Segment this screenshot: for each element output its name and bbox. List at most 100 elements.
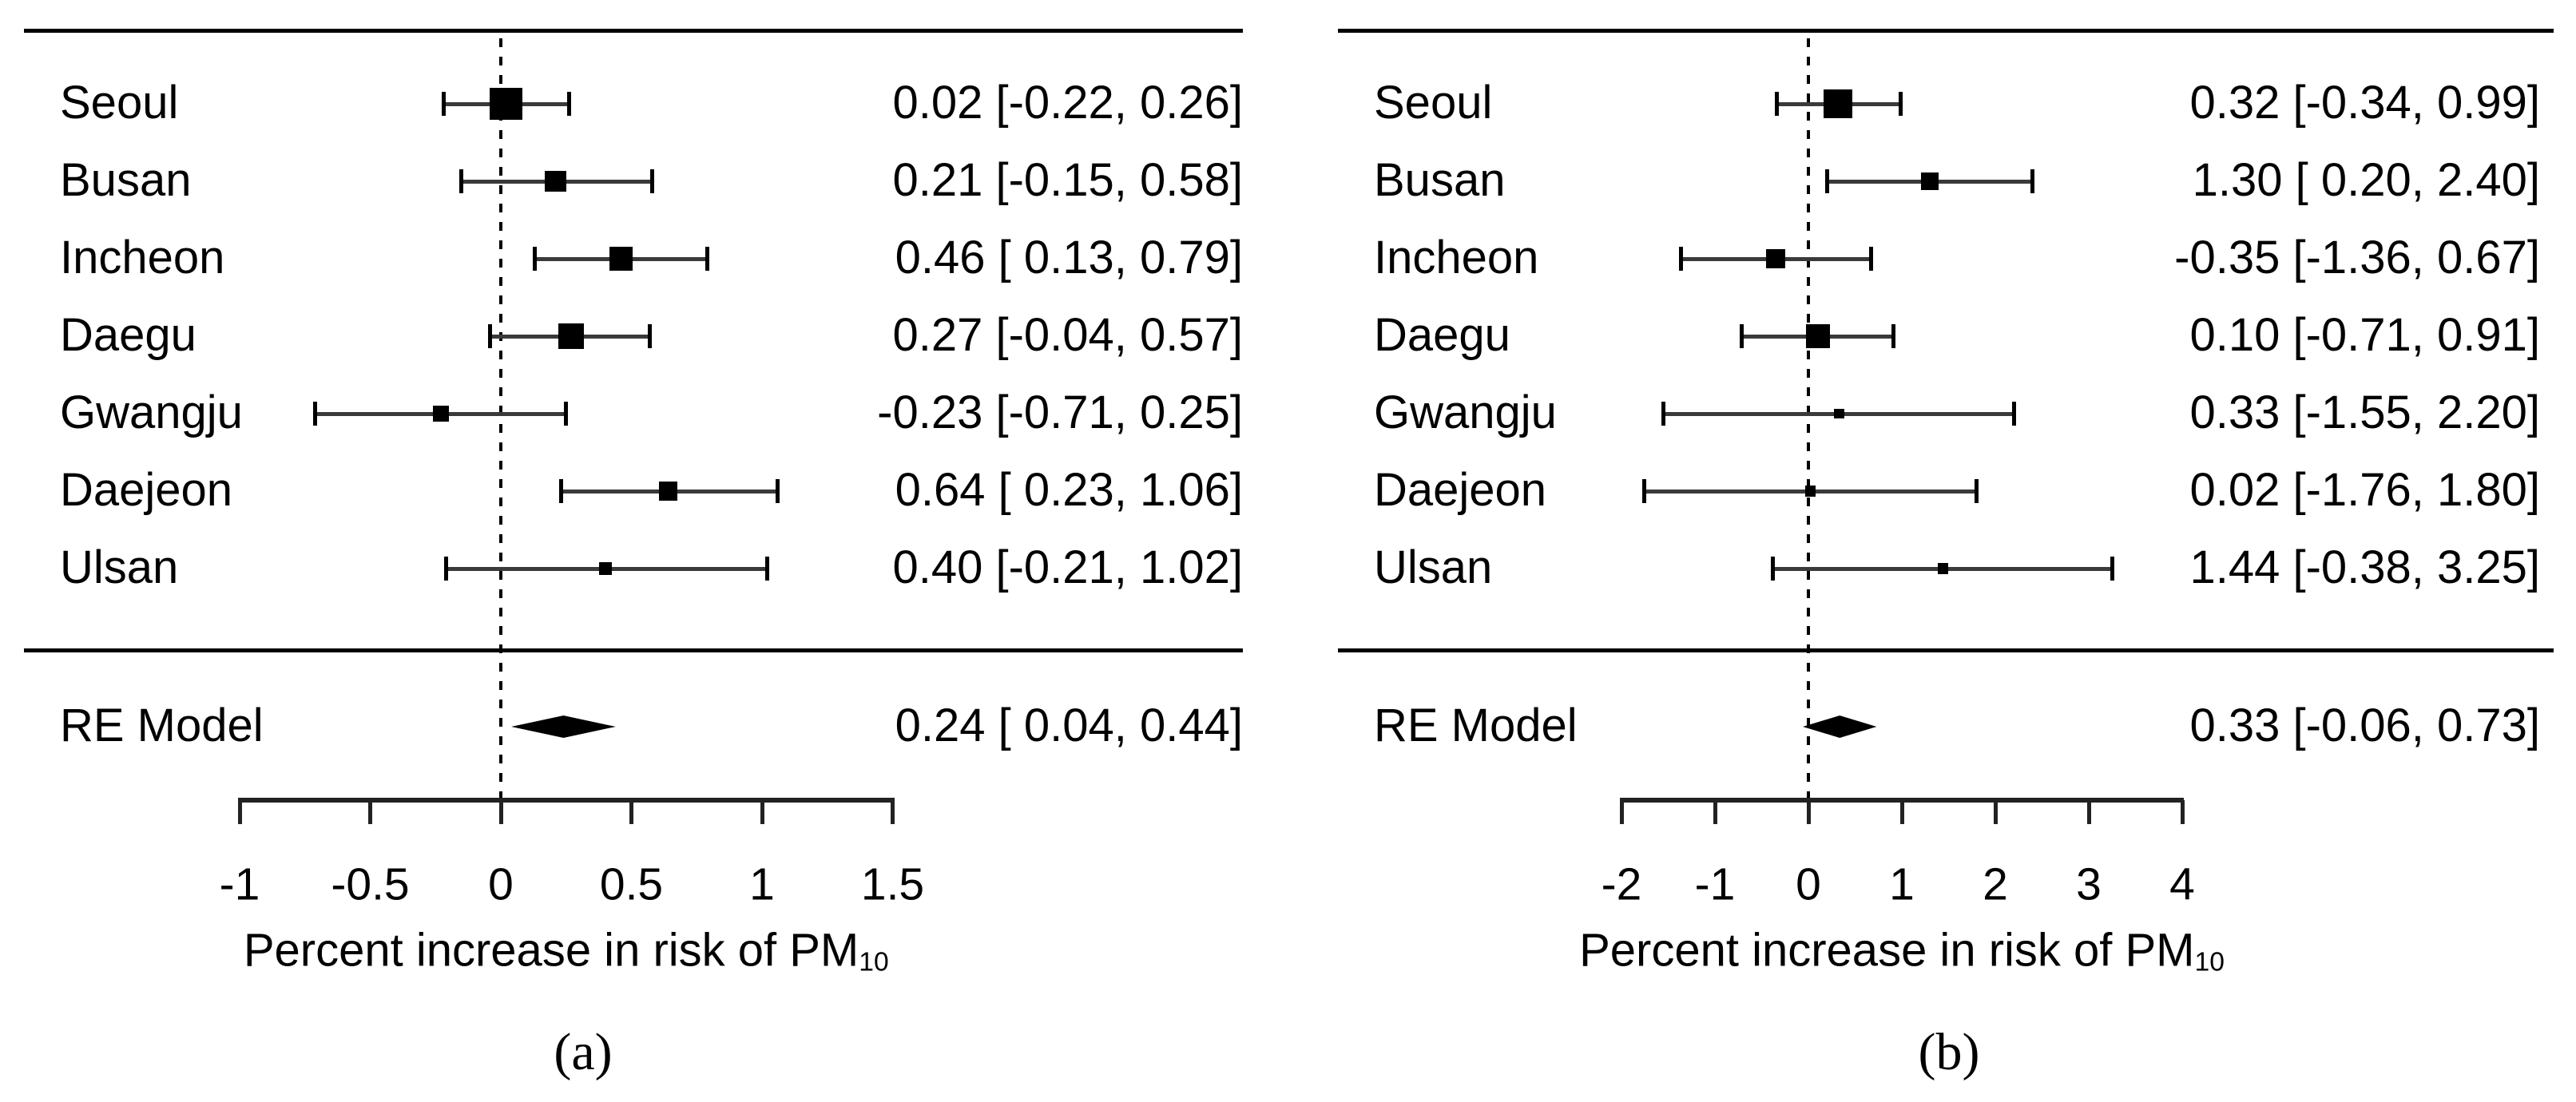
ci-cap-left	[1824, 169, 1829, 193]
ci-cap-left	[1641, 479, 1646, 503]
estimate-text: 0.40 [-0.21, 1.02]	[892, 541, 1243, 593]
x-axis-line	[238, 798, 895, 803]
estimate-square	[658, 482, 678, 501]
summary-diamond	[1802, 716, 1877, 738]
estimate-square	[1834, 408, 1844, 419]
x-axis-tick-label: 3	[2076, 858, 2102, 910]
estimate-square	[1766, 249, 1785, 268]
study-label: Ulsan	[60, 541, 179, 593]
study-label: Incheon	[60, 231, 225, 283]
ci-cap-right	[1975, 479, 1979, 503]
x-axis-tick	[891, 800, 895, 824]
panel-top-rule	[1338, 28, 2554, 33]
estimate-text: 0.10 [-0.71, 0.91]	[2189, 308, 2540, 361]
estimate-square	[1824, 89, 1853, 119]
study-label: Busan	[60, 153, 192, 206]
x-axis-tick	[1619, 800, 1624, 824]
x-axis-tick	[760, 800, 764, 824]
ci-cap-left	[533, 247, 537, 271]
estimate-text: 0.64 [ 0.23, 1.06]	[895, 463, 1243, 516]
summary-estimate-text: 0.24 [ 0.04, 0.44]	[895, 699, 1243, 751]
estimate-text: 0.33 [-1.55, 2.20]	[2189, 386, 2540, 438]
ci-cap-right	[776, 479, 780, 503]
ci-cap-right	[765, 557, 770, 581]
x-axis-tick-label: 4	[2169, 858, 2195, 910]
study-label: Seoul	[60, 76, 179, 129]
ci-cap-right	[1899, 92, 1903, 116]
x-axis-tick-label: -0.5	[331, 858, 410, 910]
study-label: Daegu	[60, 308, 196, 361]
study-label: Seoul	[1374, 76, 1493, 129]
estimate-square	[1937, 563, 1949, 574]
ci-cap-left	[1661, 402, 1666, 426]
x-axis-tick	[2180, 800, 2185, 824]
pm10-subscript: 10	[2194, 947, 2225, 977]
panel-caption: (a)	[554, 1023, 613, 1081]
panel-top-rule	[24, 28, 1243, 33]
x-axis-tick	[1993, 800, 1998, 824]
x-axis-tick	[368, 800, 372, 824]
estimate-text: 0.32 [-0.34, 0.99]	[2189, 76, 2540, 129]
summary-divider-rule	[1338, 648, 2554, 652]
summary-divider-rule	[24, 648, 1243, 652]
x-axis-tick-label: -2	[1601, 858, 1642, 910]
pm10-subscript: 10	[859, 947, 889, 977]
x-axis-tick-label: 1.5	[860, 858, 925, 910]
x-axis-tick-label: -1	[1694, 858, 1736, 910]
ci-cap-right	[2030, 169, 2035, 193]
summary-estimate-text: 0.33 [-0.06, 0.73]	[2189, 699, 2540, 751]
estimate-square	[432, 405, 449, 422]
estimate-text: 1.44 [-0.38, 3.25]	[2189, 541, 2540, 593]
zero-reference-dotted-line	[1807, 38, 1810, 800]
ci-cap-left	[1679, 247, 1684, 271]
x-axis-label: Percent increase in risk of PM10	[1579, 927, 2225, 977]
x-axis-tick-label: 0.5	[599, 858, 664, 910]
study-label: Daejeon	[1374, 463, 1547, 516]
x-axis-tick	[1713, 800, 1717, 824]
ci-cap-right	[2110, 557, 2114, 581]
x-axis-tick	[498, 800, 503, 824]
x-axis-tick	[237, 800, 242, 824]
x-axis-tick-label: 2	[1983, 858, 2008, 910]
estimate-text: 0.02 [-1.76, 1.80]	[2189, 463, 2540, 516]
x-axis-tick	[1899, 800, 1904, 824]
estimate-text: 0.21 [-0.15, 0.58]	[892, 153, 1243, 206]
estimate-square	[609, 247, 633, 271]
panel-caption: (b)	[1918, 1023, 1980, 1081]
study-label: Daegu	[1374, 308, 1510, 361]
x-axis-tick-label: -1	[219, 858, 260, 910]
ci-cap-left	[441, 92, 446, 116]
ci-cap-right	[564, 402, 569, 426]
estimate-text: 0.02 [-0.22, 0.26]	[892, 76, 1243, 129]
ci-cap-right	[1868, 247, 1873, 271]
estimate-text: -0.23 [-0.71, 0.25]	[877, 386, 1243, 438]
x-axis-label: Percent increase in risk of PM10	[243, 924, 889, 977]
x-axis-tick	[629, 800, 633, 824]
x-axis-label-text: Percent increase in risk of PM	[243, 924, 859, 977]
ci-cap-left	[488, 324, 493, 348]
x-axis-tick-label: 1	[1889, 858, 1915, 910]
estimate-square	[1805, 324, 1830, 348]
ci-cap-left	[1740, 324, 1744, 348]
estimate-text: 0.27 [-0.04, 0.57]	[892, 308, 1243, 361]
estimate-square	[1921, 172, 1939, 190]
ci-cap-left	[558, 479, 563, 503]
estimate-square	[598, 562, 612, 575]
study-label: Daejeon	[60, 463, 233, 516]
study-label: Gwangju	[1374, 386, 1557, 438]
estimate-text: -0.35 [-1.36, 0.67]	[2174, 231, 2540, 283]
study-label: Ulsan	[1374, 541, 1493, 593]
summary-label: RE Model	[1374, 699, 1578, 751]
ci-cap-left	[443, 557, 448, 581]
ci-cap-left	[1774, 92, 1779, 116]
estimate-square	[1804, 486, 1816, 497]
ci-cap-left	[459, 169, 464, 193]
x-axis-tick-label: 1	[749, 858, 775, 910]
study-label: Busan	[1374, 153, 1506, 206]
ci-cap-right	[647, 324, 652, 348]
summary-label: RE Model	[60, 699, 264, 751]
x-axis-tick	[2086, 800, 2091, 824]
x-axis-tick-label: 0	[488, 858, 514, 910]
ci-cap-right	[566, 92, 571, 116]
